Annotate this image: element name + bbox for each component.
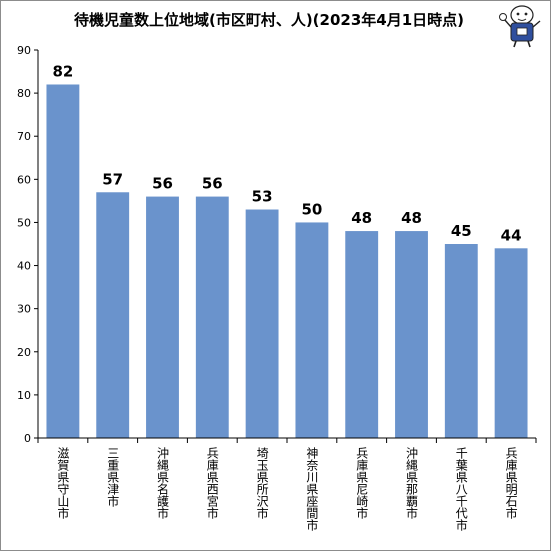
category-label: 埼玉県所沢市 — [255, 447, 269, 519]
category-label: 兵庫県西宮市 — [205, 447, 219, 519]
bar — [494, 248, 528, 438]
category-label: 神奈川県座間市 — [305, 447, 319, 531]
mascot-character-icon — [499, 5, 541, 48]
value-label: 48 — [351, 209, 372, 227]
category-label: 沖縄県那覇市 — [405, 447, 419, 519]
bar — [245, 209, 279, 438]
bar — [96, 192, 130, 438]
y-tick-label: 0 — [24, 432, 31, 445]
value-label: 57 — [102, 170, 123, 188]
value-label: 56 — [202, 175, 223, 193]
category-label: 三重県津市 — [106, 447, 120, 507]
y-tick-label: 90 — [17, 44, 31, 57]
value-label: 82 — [52, 62, 73, 80]
y-tick-label: 10 — [17, 389, 31, 402]
chart-title: 待機児童数上位地域(市区町村、人)(2023年4月1日時点) — [74, 11, 464, 29]
y-tick-label: 80 — [17, 87, 31, 100]
y-axis: 0 10 20 30 40 50 60 70 80 90 — [17, 44, 39, 445]
bar — [146, 196, 179, 438]
value-label: 48 — [401, 209, 422, 227]
bar — [46, 84, 80, 438]
y-tick-label: 20 — [17, 346, 31, 359]
y-tick-label: 70 — [17, 130, 31, 143]
bar — [295, 222, 329, 438]
bars — [46, 84, 528, 438]
value-label: 56 — [152, 175, 173, 193]
value-labels: 82 57 56 56 53 50 48 48 45 44 — [52, 62, 521, 244]
bar — [345, 231, 379, 438]
y-tick-label: 50 — [17, 216, 31, 229]
category-label: 兵庫県尼崎市 — [355, 447, 369, 519]
x-axis: 滋賀県守山市 三重県津市 沖縄県名護市 兵庫県西宮市 埼玉県所沢市 神奈川県座間市 兵庫県尼… — [37, 437, 537, 531]
category-label: 兵庫県明石市 — [504, 447, 518, 519]
value-label: 53 — [252, 188, 273, 206]
value-label: 50 — [301, 200, 322, 218]
bar — [395, 231, 428, 438]
y-tick-label: 40 — [17, 260, 31, 273]
y-tick-label: 60 — [17, 173, 31, 186]
category-label: 沖縄県名護市 — [156, 447, 170, 519]
category-label: 滋賀県守山市 — [56, 447, 70, 519]
y-tick-label: 30 — [17, 303, 31, 316]
category-label: 千葉県八千代市 — [454, 447, 468, 531]
value-label: 44 — [501, 226, 522, 244]
bar — [444, 244, 478, 438]
bar — [195, 196, 229, 438]
value-label: 45 — [451, 222, 472, 240]
